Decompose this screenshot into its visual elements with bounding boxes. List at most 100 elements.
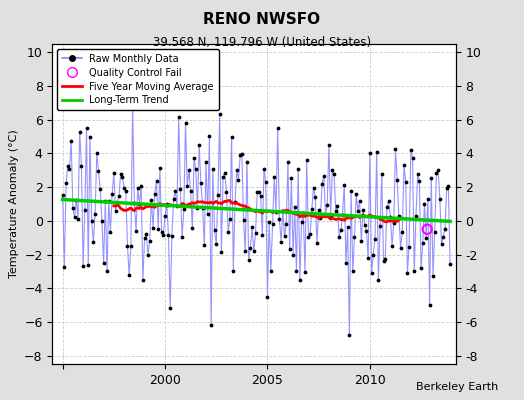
Point <box>354 208 362 214</box>
Point <box>190 155 198 162</box>
Point <box>332 208 340 214</box>
Point <box>86 134 94 140</box>
Point <box>113 200 122 206</box>
Point <box>355 198 364 204</box>
Point <box>434 167 442 174</box>
Point <box>330 171 338 177</box>
Point <box>200 242 209 248</box>
Point <box>386 213 395 220</box>
Point <box>396 244 405 251</box>
Y-axis label: Temperature Anomaly (°C): Temperature Anomaly (°C) <box>8 130 19 278</box>
Point <box>291 204 299 210</box>
Point <box>139 276 147 283</box>
Point <box>171 188 180 194</box>
Point <box>226 216 234 222</box>
Text: RENO NWSFO: RENO NWSFO <box>203 12 321 27</box>
Point <box>357 238 366 244</box>
Point <box>323 202 331 208</box>
Point <box>196 180 205 186</box>
Point <box>239 217 248 224</box>
Point <box>304 234 313 240</box>
Point <box>335 234 343 240</box>
Point <box>134 185 142 192</box>
Point <box>351 234 359 240</box>
Point <box>302 157 311 164</box>
Point <box>146 238 154 244</box>
Point <box>260 165 268 172</box>
Point <box>265 218 274 225</box>
Point <box>388 242 396 249</box>
Point <box>298 219 306 225</box>
Point <box>199 205 207 211</box>
Point <box>267 268 275 274</box>
Point <box>97 218 106 224</box>
Point <box>106 228 115 235</box>
Point <box>69 205 77 212</box>
Point <box>420 201 429 207</box>
Point <box>84 262 92 268</box>
Point <box>309 185 318 191</box>
Point <box>366 150 374 157</box>
Point <box>101 198 110 205</box>
Point <box>301 269 309 276</box>
Point <box>393 177 401 183</box>
Point <box>442 185 451 192</box>
Point <box>255 189 263 195</box>
Point <box>279 208 287 214</box>
Point <box>115 193 123 200</box>
Point <box>258 232 267 239</box>
Point <box>446 261 454 268</box>
Point <box>227 134 236 140</box>
Point <box>308 206 316 212</box>
Point <box>362 228 370 234</box>
Point <box>283 159 292 165</box>
Point <box>422 235 430 242</box>
Point <box>296 277 304 284</box>
Point <box>313 240 321 246</box>
Point <box>132 227 140 234</box>
Point <box>376 223 384 229</box>
Point <box>246 245 255 251</box>
Point <box>181 120 190 126</box>
Point <box>168 232 176 239</box>
Point <box>431 228 439 235</box>
Point <box>147 196 156 203</box>
Point <box>378 171 386 178</box>
Point <box>348 268 357 274</box>
Point <box>385 198 393 204</box>
Point <box>70 214 79 220</box>
Point <box>364 254 373 261</box>
Point <box>435 196 444 202</box>
Point <box>202 159 210 165</box>
Point <box>286 246 294 253</box>
Point <box>152 178 161 184</box>
Point <box>343 224 352 231</box>
Point <box>405 244 413 250</box>
Point <box>379 258 388 264</box>
Point <box>154 226 162 232</box>
Point <box>412 213 420 220</box>
Point <box>333 203 342 209</box>
Point <box>413 171 422 178</box>
Point <box>209 166 217 172</box>
Point <box>91 211 99 217</box>
Point <box>77 163 85 169</box>
Point <box>381 256 389 263</box>
Point <box>130 200 138 206</box>
Point <box>116 171 125 177</box>
Point <box>224 229 232 235</box>
Point <box>79 263 88 269</box>
Point <box>157 229 166 236</box>
Point <box>367 270 376 277</box>
Point <box>321 211 330 218</box>
Point <box>359 206 367 213</box>
Point <box>369 251 377 258</box>
Point <box>400 162 408 168</box>
Point <box>339 212 347 218</box>
Point <box>275 216 283 222</box>
Point <box>122 188 130 194</box>
Point <box>137 183 145 189</box>
Point <box>203 211 212 218</box>
Point <box>221 170 229 176</box>
Point <box>438 241 446 248</box>
